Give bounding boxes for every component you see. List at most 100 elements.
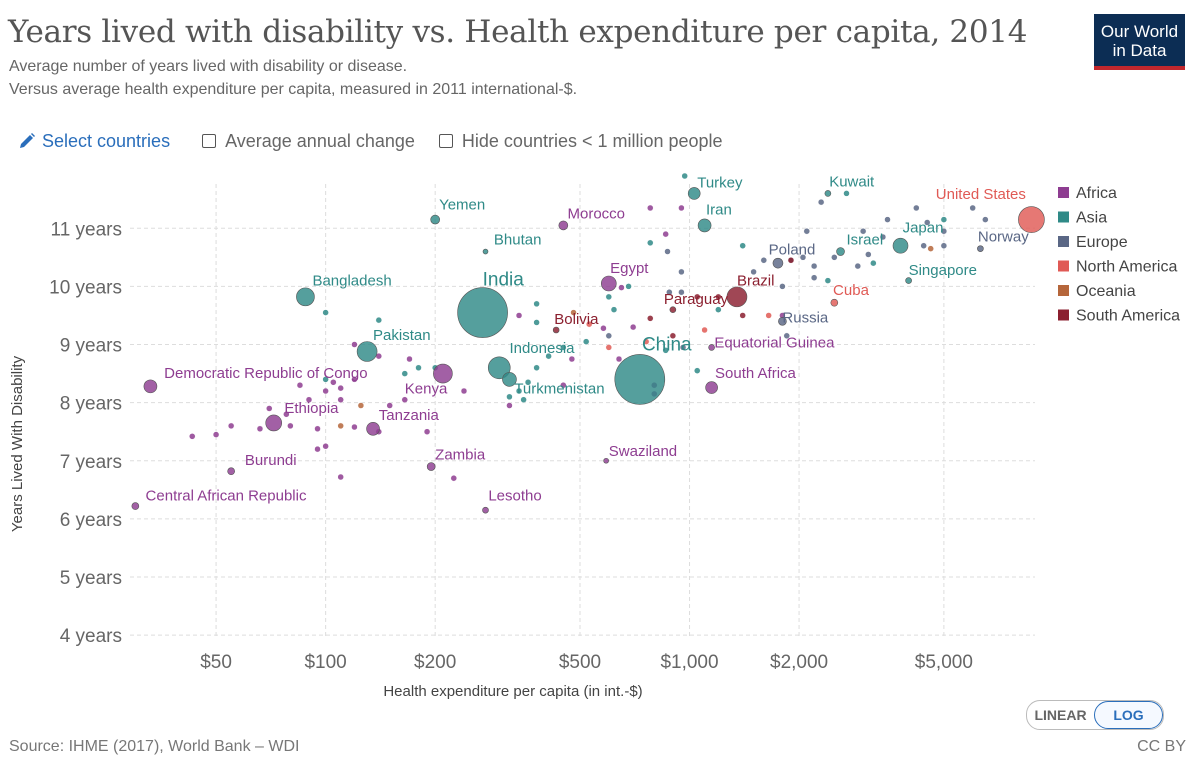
data-point <box>982 216 989 223</box>
data-point <box>618 284 625 291</box>
data-point <box>266 405 273 412</box>
data-point <box>662 230 669 238</box>
data-point <box>969 204 976 212</box>
chart-controls: Select countries Average annual change H… <box>18 130 723 152</box>
data-point <box>560 381 567 389</box>
data-point <box>415 364 422 372</box>
data-point <box>585 320 593 328</box>
select-countries-button[interactable]: Select countries <box>18 131 170 152</box>
point-label: China <box>642 334 692 355</box>
data-point <box>227 467 235 476</box>
data-point <box>739 312 746 319</box>
data-point <box>533 319 540 326</box>
checkbox-box[interactable] <box>438 134 453 148</box>
data-point <box>131 502 140 510</box>
y-tick-label: 9 years <box>60 336 122 357</box>
point-label: Turkey <box>697 175 743 192</box>
data-point <box>506 393 513 401</box>
data-point <box>322 309 329 316</box>
point-label: Kuwait <box>829 173 875 190</box>
point-label: Zambia <box>435 447 486 464</box>
data-point <box>520 396 527 403</box>
point-label: Iran <box>706 201 732 218</box>
data-point <box>212 431 220 438</box>
data-point <box>615 355 623 363</box>
point-label: Tanzania <box>379 407 440 424</box>
hide-small-countries-label: Hide countries < 1 million people <box>461 130 723 151</box>
point-label: Swaziland <box>609 443 677 460</box>
data-point <box>836 247 845 256</box>
point-label: Morocco <box>567 205 625 222</box>
y-axis-label: Years Lived With Disability <box>9 355 26 532</box>
data-point <box>558 220 569 231</box>
data-point <box>830 298 839 307</box>
pencil-icon <box>20 133 35 148</box>
x-tick-label: $500 <box>559 652 601 673</box>
data-point <box>865 251 872 258</box>
linear-scale-button[interactable]: LINEAR <box>1034 707 1087 723</box>
license-note[interactable]: CC BY <box>1137 738 1186 755</box>
data-point <box>545 352 552 360</box>
data-point <box>330 379 337 386</box>
point-label: United States <box>936 186 1026 203</box>
data-point <box>314 445 321 453</box>
x-tick-label: $1,000 <box>660 652 718 673</box>
owid-logo[interactable]: Our World in Data <box>1094 14 1185 70</box>
data-point <box>697 218 712 233</box>
x-tick-label: $100 <box>304 652 346 673</box>
point-label: Pakistan <box>373 327 431 344</box>
data-point <box>642 338 650 345</box>
data-point <box>605 293 613 301</box>
data-point <box>423 428 431 435</box>
data-point <box>940 216 948 223</box>
data-point <box>603 457 609 464</box>
data-point <box>322 442 329 450</box>
data-point <box>552 326 560 334</box>
data-point <box>351 341 358 348</box>
data-point <box>892 237 909 254</box>
data-point <box>708 344 715 351</box>
data-point <box>647 204 654 212</box>
checkbox-box[interactable] <box>202 134 217 148</box>
legend-swatch <box>1058 187 1069 198</box>
x-tick-label: $5,000 <box>915 652 973 673</box>
data-point <box>679 344 687 351</box>
data-point <box>854 262 862 270</box>
data-point <box>401 396 409 403</box>
legend-swatch <box>1058 236 1069 247</box>
data-point <box>560 344 567 351</box>
y-tick-label: 7 years <box>60 452 122 473</box>
point-label: Israel <box>846 232 883 249</box>
data-point <box>610 306 618 313</box>
point-label: Equatorial Guinea <box>714 334 835 351</box>
data-point <box>884 216 891 223</box>
data-point <box>322 387 329 395</box>
point-label: Turkmenistan <box>514 380 604 397</box>
data-point <box>351 423 358 431</box>
data-point <box>810 274 818 281</box>
point-label: Russia <box>782 309 829 326</box>
data-point <box>817 198 825 206</box>
data-point <box>693 367 701 374</box>
scale-toggle[interactable]: LINEAR LOG <box>1026 700 1164 730</box>
data-point <box>799 254 807 261</box>
data-point <box>337 396 344 403</box>
point-label: Brazil <box>737 272 775 289</box>
legend-label: Europe <box>1076 234 1128 251</box>
data-point <box>669 332 677 340</box>
data-point <box>450 474 458 482</box>
data-point <box>629 323 637 331</box>
hide-small-countries-checkbox[interactable]: Hide countries < 1 million people <box>438 130 723 152</box>
point-label: Bhutan <box>494 232 542 249</box>
y-tick-label: 11 years <box>51 219 122 240</box>
x-tick-label: $2,000 <box>770 652 828 673</box>
data-point <box>824 277 832 284</box>
y-tick-label: 5 years <box>60 568 122 589</box>
data-point <box>568 355 576 363</box>
average-change-checkbox[interactable]: Average annual change <box>202 131 415 152</box>
log-scale-button[interactable]: LOG <box>1094 701 1163 729</box>
point-label: Yemen <box>439 197 485 214</box>
data-point <box>923 219 931 226</box>
data-point <box>296 287 315 307</box>
data-point <box>614 354 666 405</box>
